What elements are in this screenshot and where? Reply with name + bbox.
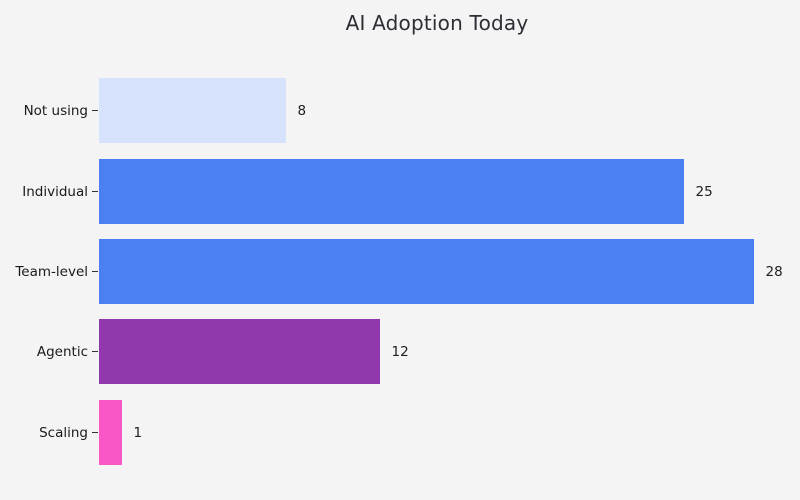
category-label: Team-level [15, 263, 88, 280]
value-label: 1 [133, 424, 143, 441]
chart-row-scaling: Scaling 1 [0, 400, 142, 465]
chart-row-agentic: Agentic 12 [0, 319, 409, 384]
category-label: Individual [22, 183, 88, 200]
axis-tick-mark [91, 270, 98, 273]
chart-row-individual: Individual 25 [0, 159, 713, 224]
axis-tick-mark [91, 109, 98, 112]
value-label: 12 [391, 343, 409, 360]
axis-tick-mark [91, 350, 98, 353]
category-label: Not using [23, 102, 88, 119]
category-label: Agentic [36, 343, 88, 360]
value-label: 8 [297, 102, 307, 119]
value-label: 25 [695, 183, 713, 200]
axis-tick-mark [91, 190, 98, 193]
value-label: 28 [765, 263, 783, 280]
axis-tick-mark [91, 431, 98, 434]
chart-title: AI Adoption Today [345, 11, 529, 35]
chart-row-team-level: Team-level 28 [0, 239, 783, 304]
category-label: Scaling [39, 424, 88, 441]
bar [98, 78, 286, 143]
bar [98, 319, 380, 384]
bar [98, 239, 754, 304]
chart-row-not-using: Not using 8 [0, 78, 306, 143]
bar [98, 159, 684, 224]
bar [98, 400, 122, 465]
